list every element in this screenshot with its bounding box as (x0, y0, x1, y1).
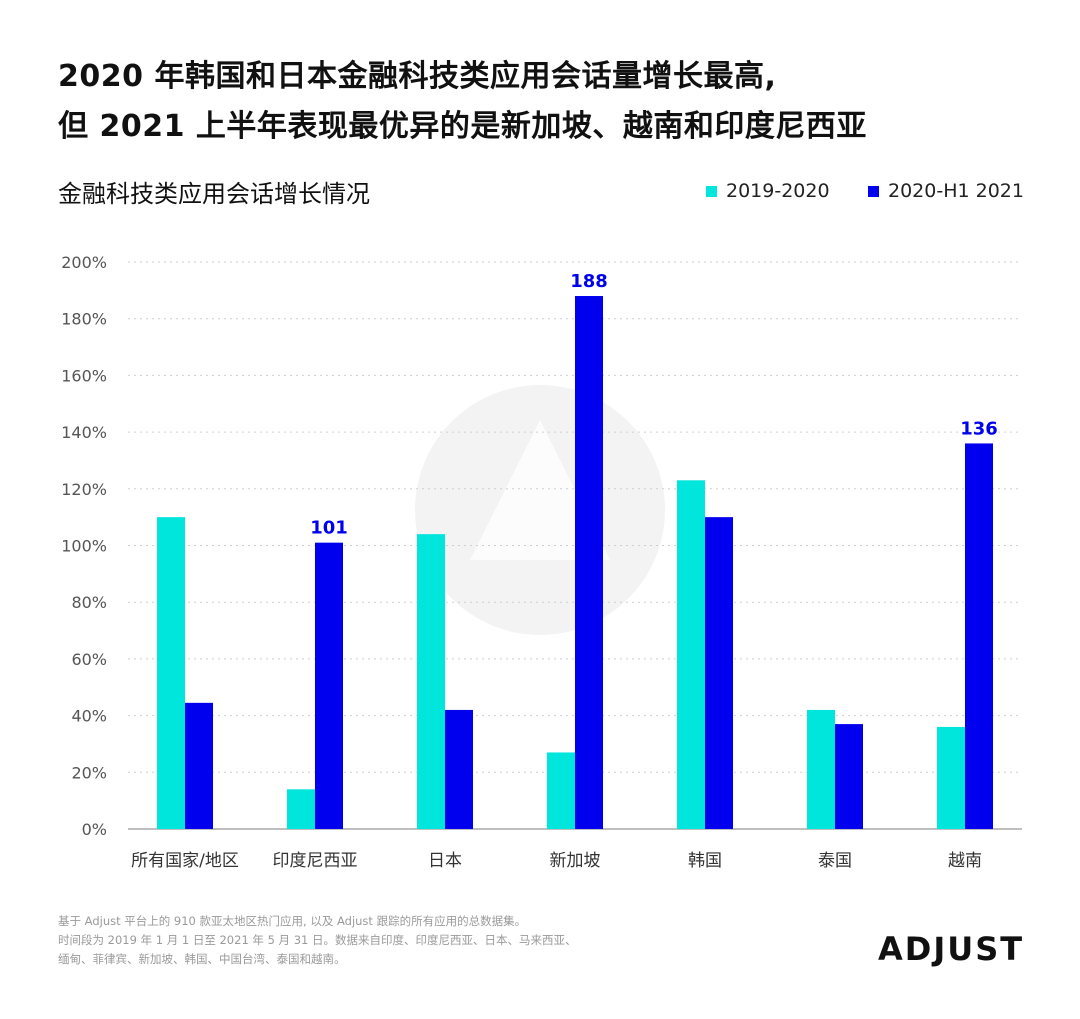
bar-series-2 (705, 517, 733, 829)
watermark-logo (415, 385, 665, 635)
headline-line-1: 2020 年韩国和日本金融科技类应用会话量增长最高, (58, 59, 777, 94)
y-tick-label: 120% (61, 480, 107, 499)
legend-label-series-1: 2019-2020 (726, 180, 830, 202)
footnote-line-1: 基于 Adjust 平台上的 910 款亚太地区热门应用, 以及 Adjust … (58, 914, 527, 928)
y-tick-label: 20% (71, 763, 107, 782)
legend-label-series-2: 2020-H1 2021 (888, 180, 1024, 202)
bar-series-1 (547, 752, 575, 829)
x-tick-label: 日本 (428, 851, 462, 871)
x-tick-label: 所有国家/地区 (131, 851, 239, 871)
x-tick-label: 新加坡 (550, 851, 601, 871)
x-tick-label: 越南 (948, 851, 982, 871)
footnote: 基于 Adjust 平台上的 910 款亚太地区热门应用, 以及 Adjust … (58, 912, 618, 969)
y-tick-label: 0% (82, 820, 107, 839)
bar-series-1 (937, 726, 965, 829)
bar-series-1 (287, 789, 315, 829)
data-label: 101 (310, 518, 348, 539)
bar-series-1 (677, 480, 705, 829)
x-tick-label: 印度尼西亚 (273, 851, 358, 871)
data-label: 136 (960, 418, 998, 439)
bar-series-1 (417, 534, 445, 829)
bar-series-2 (315, 542, 343, 829)
y-tick-label: 160% (61, 366, 107, 385)
bar-series-2 (835, 724, 863, 829)
y-tick-label: 200% (61, 253, 107, 272)
bar-series-1 (157, 517, 185, 829)
headline-line-2: 但 2021 上半年表现最优异的是新加坡、越南和印度尼西亚 (58, 109, 867, 144)
legend-swatch-series-1 (706, 185, 717, 197)
y-tick-label: 80% (71, 593, 107, 612)
x-tick-label: 韩国 (688, 851, 722, 871)
y-tick-label: 100% (61, 537, 107, 556)
chart-title: 金融科技类应用会话增长情况 (58, 180, 370, 208)
data-label: 188 (570, 271, 608, 292)
bar-series-2 (185, 702, 213, 829)
bar-series-2 (965, 443, 993, 829)
headline: 2020 年韩国和日本金融科技类应用会话量增长最高, 但 2021 上半年表现最… (58, 52, 1038, 152)
bar-series-1 (807, 709, 835, 829)
bar-series-2 (575, 296, 603, 829)
x-tick-label: 泰国 (818, 851, 852, 871)
y-tick-label: 40% (71, 707, 107, 726)
adjust-logo: ADJUST (878, 930, 1025, 968)
y-tick-label: 140% (61, 423, 107, 442)
y-tick-label: 60% (71, 650, 107, 669)
bar-chart: 0% 20% 40% 60% 80% 100% 120% 140% 160% 180% 200% 所有… (61, 253, 1022, 871)
footnote-line-2: 时间段为 2019 年 1 月 1 日至 2021 年 5 月 31 日。数据来… (58, 933, 577, 947)
legend-item-series-2: 2020-H1 2021 (868, 180, 1024, 202)
legend-swatch-series-2 (868, 185, 879, 197)
y-tick-label: 180% (61, 310, 107, 329)
footnote-line-3: 缅甸、菲律宾、新加坡、韩国、中国台湾、泰国和越南。 (58, 952, 346, 966)
legend-item-series-1: 2019-2020 (706, 180, 830, 202)
bar-series-2 (445, 709, 473, 829)
